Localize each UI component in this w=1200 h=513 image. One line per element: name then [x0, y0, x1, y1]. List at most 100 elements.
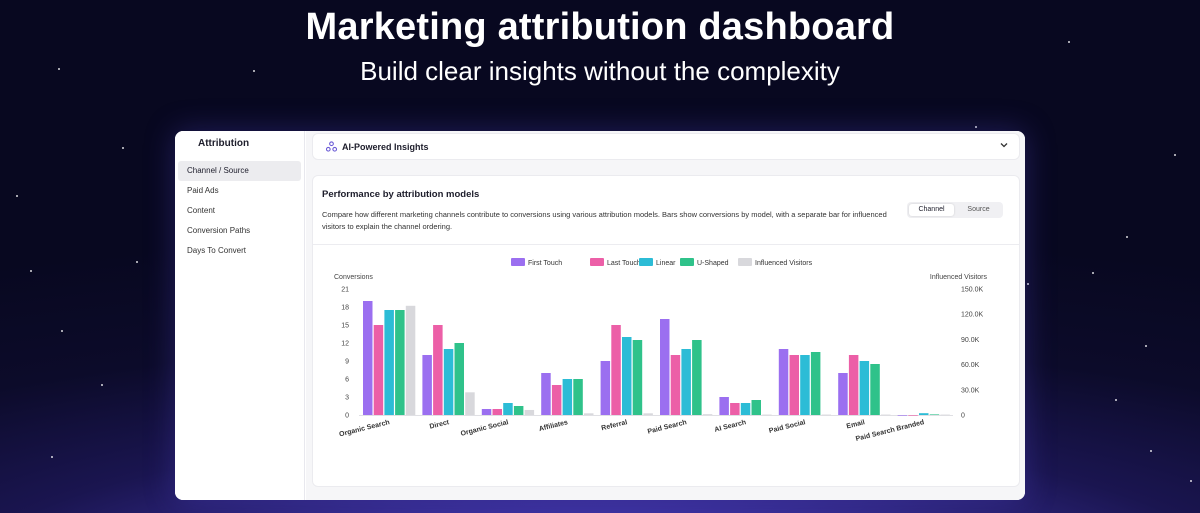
sidebar-item-content[interactable]: Content [187, 206, 216, 215]
star [975, 126, 977, 128]
bar-last-touch [730, 403, 740, 415]
bar-linear [562, 379, 573, 415]
star [16, 195, 18, 197]
legend-label: U-Shaped [697, 260, 729, 267]
y-tick-label: 6 [345, 377, 349, 384]
card-divider [313, 244, 1019, 245]
star [1190, 480, 1192, 482]
hero-subtitle: Build clear insights without the complex… [360, 56, 840, 86]
legend-swatch [511, 258, 525, 266]
star [524, 22, 526, 24]
main-content: AI-Powered Insights Performance by attri… [306, 131, 1025, 500]
bar-linear [740, 403, 751, 415]
y2-tick-label: 150.0K [961, 287, 984, 294]
x-tick-label: Organic Search [339, 419, 391, 438]
x-tick-label: Paid Search [647, 419, 688, 435]
y-tick-label: 9 [345, 359, 349, 366]
bar-u-shaped [395, 310, 405, 415]
bar-linear [503, 403, 513, 415]
legend-swatch [590, 258, 604, 266]
ai-nodes-icon [326, 141, 337, 152]
bar-u-shaped [632, 340, 643, 415]
x-tick-label: Affiliates [538, 419, 568, 433]
legend-swatch [639, 258, 653, 266]
hero-title: Marketing attribution dashboard [305, 6, 895, 48]
star [61, 330, 63, 332]
toggle-channel-button[interactable]: Channel [909, 204, 954, 216]
y2-tick-label: 60.0K [961, 362, 980, 369]
bar-linear [800, 355, 810, 415]
bar-first-touch [778, 349, 789, 415]
legend-swatch [680, 258, 694, 266]
bar-influenced-visitors [465, 392, 475, 415]
bar-last-touch [848, 355, 859, 415]
sidebar-item-paid-ads[interactable]: Paid Ads [187, 186, 219, 195]
legend-label: Linear [656, 260, 676, 267]
y2-tick-label: 120.0K [961, 312, 984, 319]
star [122, 147, 124, 149]
bar-influenced-visitors [584, 413, 594, 415]
bar-last-touch [611, 325, 621, 415]
bar-linear [919, 413, 929, 415]
star [58, 68, 60, 70]
bar-last-touch [670, 355, 681, 415]
bar-linear [622, 337, 632, 415]
chevron-down-icon[interactable] [999, 140, 1009, 150]
bar-first-touch [363, 301, 373, 415]
sidebar-item-channel-source[interactable]: Channel / Source [178, 161, 301, 181]
bar-last-touch [789, 355, 799, 415]
bar-u-shaped [692, 340, 702, 415]
y2-tick-label: 90.0K [961, 337, 980, 344]
card-title: Performance by attribution models [322, 189, 480, 200]
y2-tick-label: 0 [961, 413, 965, 420]
sidebar: Attribution Channel / Source Paid Ads Co… [175, 131, 305, 500]
bar-influenced-visitors [762, 414, 772, 416]
x-tick-label: Email [846, 419, 866, 430]
bar-u-shaped [751, 400, 761, 415]
star [136, 261, 138, 263]
bar-influenced-visitors [940, 414, 950, 416]
sidebar-item-conversion-paths[interactable]: Conversion Paths [187, 226, 251, 235]
y-tick-label: 12 [341, 341, 349, 348]
bar-linear [443, 349, 454, 415]
bar-u-shaped [929, 414, 940, 415]
toggle-source-button[interactable]: Source [967, 206, 990, 213]
bar-u-shaped [454, 343, 464, 415]
bar-linear [859, 361, 870, 415]
star [101, 384, 103, 386]
y-axis-label: Conversions [334, 274, 373, 281]
legend-label: Influenced Visitors [755, 260, 813, 267]
y2-tick-label: 30.0K [961, 387, 980, 394]
x-tick-label: Direct [429, 419, 451, 431]
y-tick-label: 0 [345, 413, 349, 420]
y2-axis-label: Influenced Visitors [930, 274, 988, 281]
star [1092, 272, 1094, 274]
star [700, 26, 702, 28]
bar-u-shaped [870, 364, 880, 415]
bar-influenced-visitors [881, 414, 891, 416]
sidebar-title: Attribution [198, 138, 250, 149]
bar-last-touch [492, 409, 502, 415]
bar-first-touch [719, 397, 729, 415]
legend-label: Last Touch [607, 260, 641, 267]
star [51, 456, 53, 458]
bar-first-touch [897, 415, 908, 416]
ai-insights-bar[interactable]: AI-Powered Insights [312, 133, 1020, 160]
bar-first-touch [541, 373, 551, 415]
bar-first-touch [660, 319, 670, 415]
bar-first-touch [838, 373, 848, 415]
x-tick-label: Paid Social [768, 419, 806, 435]
ai-insights-label: AI-Powered Insights [342, 142, 429, 152]
y-tick-label: 15 [341, 323, 349, 330]
bar-last-touch [433, 325, 443, 415]
sidebar-item-days-to-convert[interactable]: Days To Convert [187, 246, 246, 255]
star [1027, 283, 1029, 285]
attribution-card: Performance by attribution models Compar… [312, 175, 1020, 487]
bar-influenced-visitors [524, 409, 535, 415]
star [1115, 399, 1117, 401]
x-tick-label: Referral [601, 419, 628, 432]
bar-first-touch [600, 361, 611, 415]
star [1150, 450, 1152, 452]
x-tick-label: AI Search [714, 419, 747, 434]
bar-influenced-visitors [643, 413, 653, 415]
